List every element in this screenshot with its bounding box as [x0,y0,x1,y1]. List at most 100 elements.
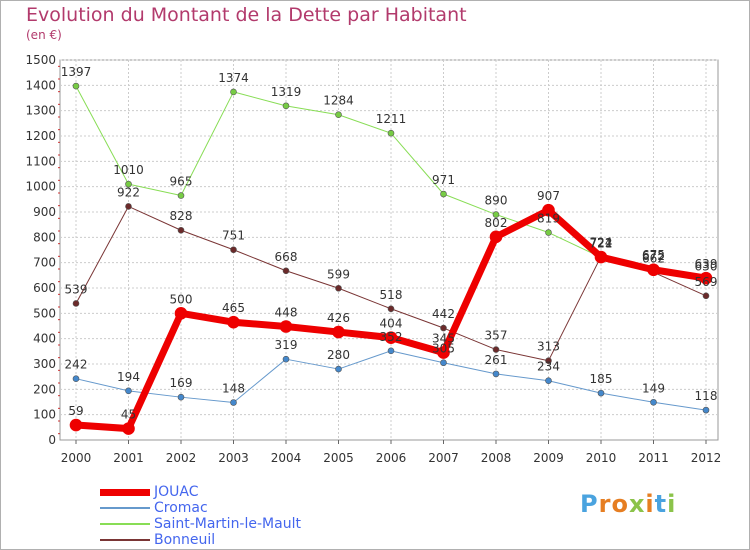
data-point-saint-martin-le-mault [125,180,132,188]
data-label-bonneuil: 662 [642,251,665,265]
logo-letter: r [598,490,612,518]
data-point-cromac [335,365,342,373]
y-tick-label: 1100 [25,154,56,168]
data-label-jouac: 722 [590,236,613,250]
data-label-saint-martin-le-mault: 965 [170,175,193,189]
data-label-bonneuil: 599 [327,267,350,281]
y-tick-label: 300 [33,357,56,371]
data-point-saint-martin-le-mault [282,102,290,110]
data-label-jouac: 404 [380,317,403,331]
chart-legend: JOUAC Cromac Saint-Martin-le-Mault Bonneuil [100,484,301,548]
x-tick-label: 2001 [113,451,144,465]
data-point-jouac [384,331,398,344]
y-tick-label: 100 [33,408,56,422]
data-point-bonneuil [387,305,395,313]
data-label-jouac: 672 [642,249,665,263]
data-label-jouac: 345 [432,332,455,346]
data-point-bonneuil [230,246,237,254]
data-point-saint-martin-le-mault [230,88,237,96]
data-label-saint-martin-le-mault: 890 [485,194,508,208]
data-point-jouac [279,320,293,333]
data-label-saint-martin-le-mault: 1211 [376,112,407,126]
data-point-bonneuil [545,357,552,365]
data-point-cromac [545,377,552,385]
x-tick-label: 2000 [61,451,92,465]
data-label-bonneuil: 539 [65,282,88,296]
x-tick-label: 2007 [428,451,459,465]
x-tick-label: 2008 [481,451,512,465]
data-point-bonneuil [282,267,290,275]
x-tick-label: 2012 [691,451,722,465]
data-label-jouac: 500 [170,292,193,306]
data-label-saint-martin-le-mault: 675 [642,248,665,262]
data-label-jouac: 426 [327,311,350,325]
x-tick-label: 2005 [323,451,354,465]
x-tick-label: 2003 [218,451,249,465]
data-label-cromac: 149 [642,381,665,395]
data-label-cromac: 352 [380,330,403,344]
data-label-cromac: 234 [537,360,560,374]
data-point-saint-martin-le-mault [335,111,342,119]
data-label-jouac: 639 [695,257,718,271]
legend-item-bonneuil: Bonneuil [100,532,301,548]
data-label-jouac: 59 [68,404,83,418]
legend-label: Cromac [154,500,208,516]
data-point-cromac [440,359,447,367]
logo-letter: t [654,490,668,518]
data-point-cromac [650,398,657,406]
data-point-jouac [542,203,555,217]
logo-letter: i [667,490,677,518]
data-label-cromac: 319 [275,338,298,352]
data-label-bonneuil: 518 [380,288,403,302]
data-label-saint-martin-le-mault: 1010 [113,163,144,177]
data-point-cromac [702,406,710,414]
data-label-saint-martin-le-mault: 819 [537,212,560,226]
x-tick-label: 2010 [586,451,617,465]
logo-letter: x [628,490,646,518]
data-label-cromac: 169 [170,376,193,390]
y-tick-label: 700 [33,256,56,270]
data-point-cromac [597,389,605,397]
x-tick-label: 2009 [533,451,564,465]
data-label-saint-martin-le-mault: 1319 [271,85,302,99]
data-label-cromac: 185 [590,372,613,386]
y-tick-label: 200 [33,382,56,396]
x-tick-label: 2011 [638,451,669,465]
x-tick-label: 2006 [376,451,407,465]
y-tick-label: 1000 [25,180,56,194]
legend-item-cromac: Cromac [100,500,301,516]
data-point-saint-martin-le-mault [177,192,185,199]
data-point-saint-martin-le-mault [72,82,80,90]
chart-unit-label: (en €) [26,28,62,42]
data-point-jouac [699,271,713,285]
legend-swatch [100,523,150,525]
data-point-jouac [174,307,188,320]
data-point-saint-martin-le-mault [387,129,395,137]
data-label-saint-martin-le-mault: 630 [695,259,718,273]
data-point-jouac [437,346,450,359]
data-label-bonneuil: 442 [432,307,455,321]
y-tick-label: 1400 [25,78,56,92]
data-point-jouac [647,263,660,277]
plot-area [59,59,719,441]
y-tick-label: 1200 [25,129,56,143]
x-tick-label: 2004 [271,451,302,465]
proxiti-logo: Proxiti [580,490,676,518]
y-tick-label: 1300 [25,104,56,118]
data-point-cromac [125,387,132,395]
data-point-jouac [227,315,240,329]
data-label-saint-martin-le-mault: 1284 [323,94,354,108]
y-tick-label: 400 [33,332,56,346]
data-label-jouac: 45 [121,408,136,422]
data-point-bonneuil [125,203,132,210]
data-point-jouac [594,250,608,264]
data-point-jouac [122,422,135,435]
data-label-jouac: 465 [222,301,245,315]
logo-letter: o [611,490,629,518]
y-tick-label: 900 [33,205,56,219]
data-label-bonneuil: 569 [695,275,718,289]
data-point-cromac [72,375,80,382]
y-tick-label: 0 [48,433,56,447]
y-tick-label: 600 [33,281,56,295]
y-tick-label: 800 [33,230,56,244]
